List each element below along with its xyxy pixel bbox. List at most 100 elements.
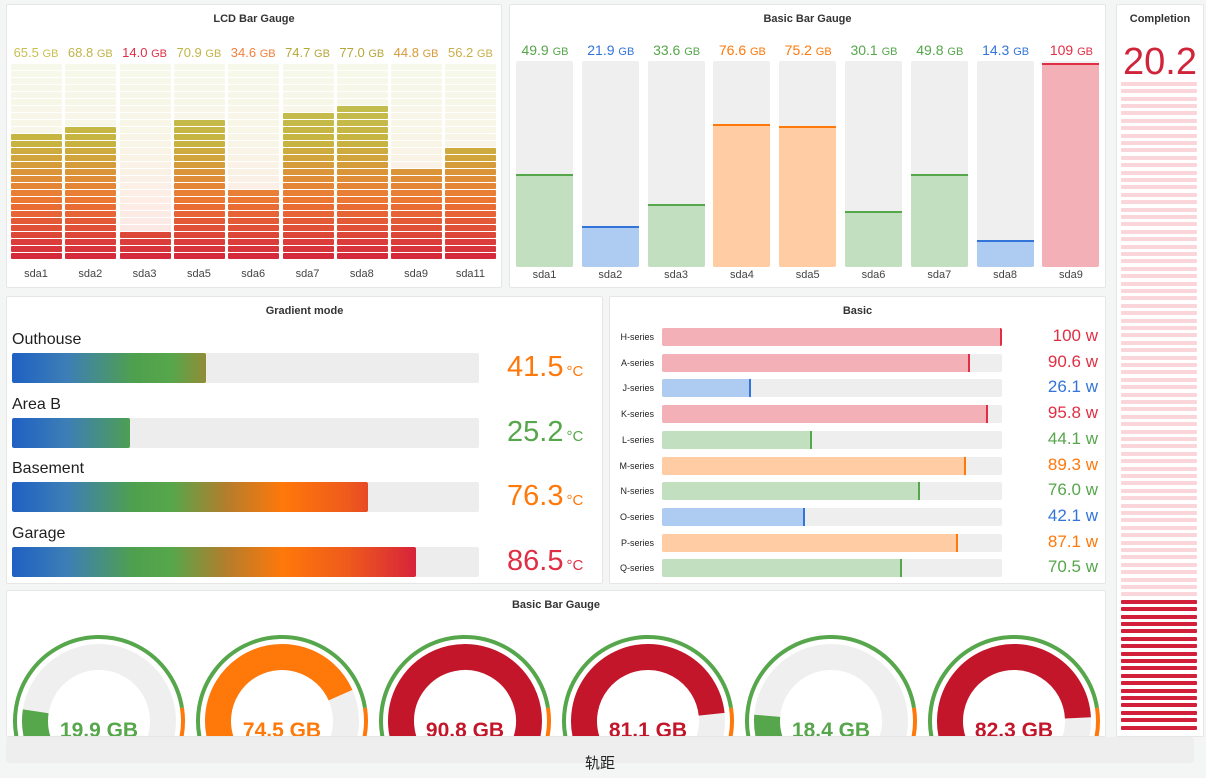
bar-label: sda9: [1058, 269, 1083, 281]
panel-title[interactable]: LCD Bar Gauge: [213, 13, 295, 25]
completion-segment: [1121, 525, 1197, 530]
lcd-cell: [65, 99, 117, 105]
lcd-cell: [445, 85, 497, 91]
bar-value-unit: GB: [881, 46, 898, 58]
bar-top-line: [647, 204, 705, 207]
gradient-fill: [12, 353, 206, 383]
lcd-cell: [445, 134, 497, 140]
completion-segment: [1121, 155, 1197, 160]
bar-value-number: 33.6: [653, 42, 681, 58]
panel-title[interactable]: Gradient mode: [265, 305, 344, 317]
completion-segment: [1121, 710, 1197, 715]
lcd-cell: [282, 253, 334, 259]
lcd-cell: [119, 239, 171, 245]
completion-segment: [1121, 200, 1197, 205]
lcd-bar-label: sda2: [78, 268, 103, 280]
gauge-panel: Basic Bar Gauge 19.9 GB 74.5 GB 90.8 GB 81.…: [6, 590, 1106, 737]
lcd-bar-label: sda9: [404, 268, 429, 280]
lcd-cell: [228, 99, 280, 105]
lcd-cell: [445, 148, 497, 154]
lcd-cell: [11, 127, 62, 133]
lcd-cell: [228, 218, 280, 224]
lcd-cell: [119, 141, 171, 147]
lcd-cell: [11, 71, 62, 77]
lcd-cell: [173, 246, 225, 252]
gradient-value-number: 86.5: [507, 544, 564, 577]
bar-fill: [779, 126, 837, 267]
panel-title[interactable]: Basic Bar Gauge: [511, 599, 601, 611]
bar-value: 109 GB: [1042, 42, 1100, 58]
series-edge: [963, 456, 966, 475]
bar-label: sda2: [598, 269, 623, 281]
completion-segment: [1121, 718, 1197, 723]
gradient-value-unit: °C: [566, 363, 584, 380]
lcd-cell: [445, 190, 497, 196]
lcd-cell: [65, 85, 117, 91]
completion-segment: [1121, 111, 1197, 116]
lcd-cell: [228, 211, 280, 217]
bar-value-number: 30.1: [850, 42, 878, 58]
completion-segment: [1121, 170, 1197, 175]
lcd-cell: [173, 113, 225, 119]
lcd-cell: [119, 204, 171, 210]
lcd-cell: [445, 204, 497, 210]
completion-segment: [1121, 474, 1197, 478]
lcd-cell: [65, 162, 117, 168]
completion-segment: [1121, 725, 1197, 730]
lcd-cell: [391, 155, 443, 161]
gradient-value: 86.5 °C: [507, 545, 583, 578]
lcd-value: 14.0 GB: [117, 45, 173, 60]
panel-title[interactable]: Completion: [1129, 13, 1191, 25]
lcd-cell: [336, 78, 388, 84]
lcd-cell: [282, 113, 334, 119]
panel-title[interactable]: Basic Bar Gauge: [763, 13, 852, 25]
completion-segment: [1121, 118, 1197, 123]
completion-segment: [1121, 414, 1197, 419]
lcd-bar-gauge-panel: LCD Bar Gauge 65.5 GB sda1 68.8 GB sda2 14.0…: [6, 4, 502, 288]
completion-segment: [1121, 259, 1197, 264]
series-value: 90.6 w: [1047, 351, 1098, 371]
bar-value: 75.2 GB: [779, 42, 837, 58]
series-edge: [803, 507, 806, 526]
lcd-cell: [173, 239, 225, 245]
lcd-cell: [173, 176, 225, 182]
series-value: 95.8 w: [1047, 403, 1098, 423]
bar-top-line: [779, 126, 837, 129]
completion-segment: [1121, 562, 1197, 567]
series-track: [662, 533, 1002, 552]
lcd-cell: [173, 190, 225, 196]
lcd-value-unit: GB: [314, 48, 330, 60]
lcd-cell: [11, 92, 62, 98]
lcd-cell: [391, 64, 443, 70]
lcd-cell: [228, 225, 280, 231]
lcd-bar-label: sda6: [241, 268, 266, 280]
lcd-value: 34.6 GB: [225, 45, 281, 60]
lcd-cell: [445, 113, 497, 119]
panel-title[interactable]: Basic: [842, 305, 873, 317]
series-fill: [662, 430, 812, 449]
series-name: A-series: [620, 357, 654, 368]
lcd-value: 56.2 GB: [442, 45, 498, 60]
bar-value-number: 21.9: [587, 42, 615, 58]
lcd-value-number: 70.9: [176, 45, 202, 60]
caption-text: 轨距: [584, 755, 615, 772]
series-track: [662, 482, 1002, 501]
series-edge: [748, 379, 751, 398]
bar-label: sda1: [532, 269, 557, 281]
lcd-cell: [228, 253, 280, 259]
bar-value: 49.9 GB: [516, 42, 574, 58]
lcd-cell: [336, 113, 388, 119]
bar-track: [976, 61, 1034, 267]
completion-segment: [1121, 222, 1197, 227]
lcd-cell: [336, 85, 388, 91]
lcd-cell: [336, 218, 388, 224]
bar-value-number: 14.3: [982, 42, 1010, 58]
gradient-value: 41.5 °C: [507, 351, 583, 384]
lcd-cell: [173, 155, 225, 161]
lcd-cell: [336, 225, 388, 231]
series-name: J-series: [622, 383, 654, 394]
lcd-cell: [445, 169, 497, 175]
series-edge: [1000, 328, 1002, 346]
lcd-cell: [445, 246, 497, 252]
lcd-cell: [391, 225, 443, 231]
